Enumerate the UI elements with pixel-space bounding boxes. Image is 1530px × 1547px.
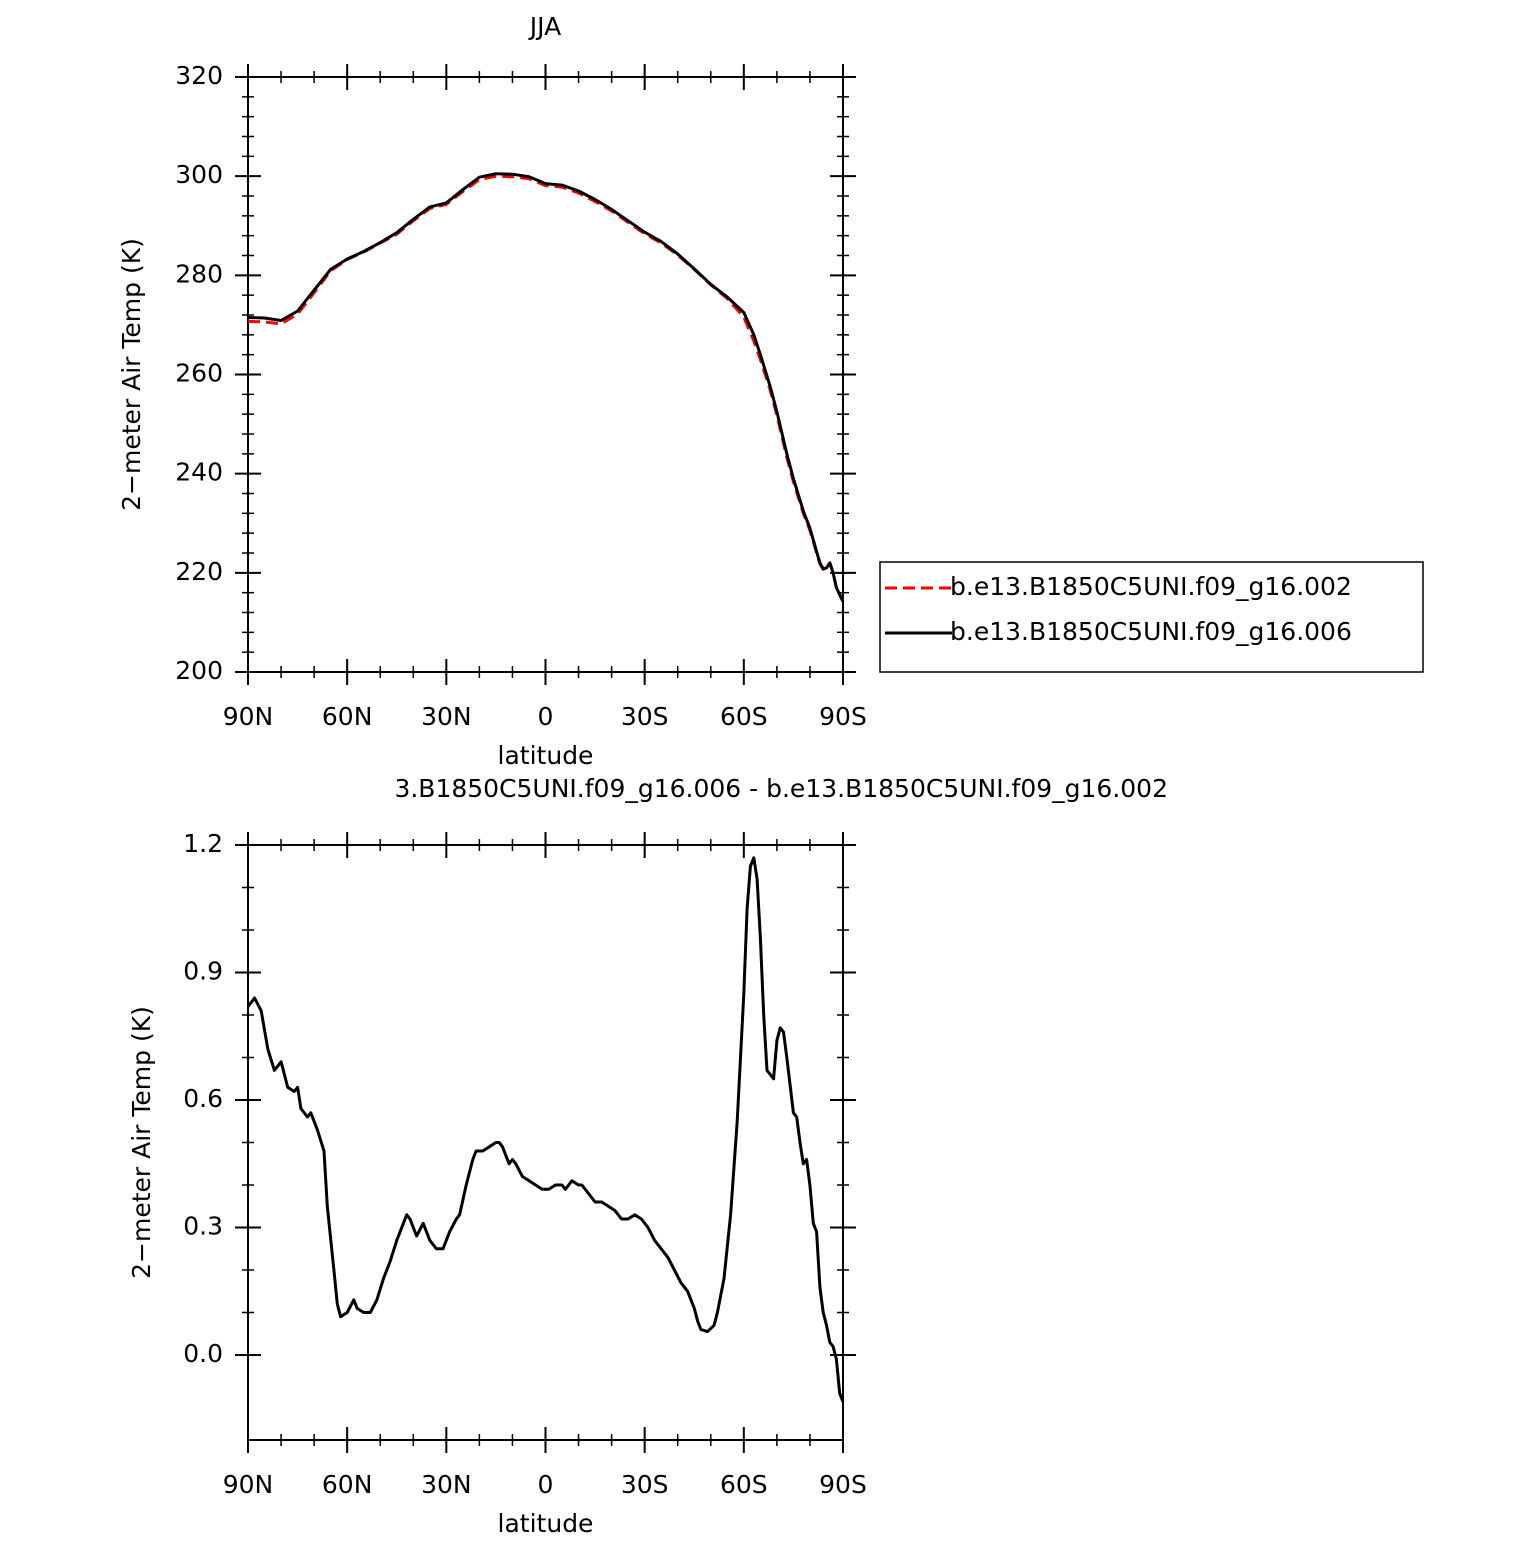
y-tick-label: 240 bbox=[175, 458, 223, 487]
y-tick-label: 200 bbox=[175, 656, 223, 685]
y-tick-label: 300 bbox=[175, 160, 223, 189]
y-tick-label: 320 bbox=[175, 61, 223, 90]
data-line bbox=[247, 174, 845, 602]
y-tick-label: 0.9 bbox=[183, 957, 223, 986]
y-axis-label: 2−meter Air Temp (K) bbox=[127, 1006, 156, 1279]
x-axis-label: latitude bbox=[498, 1509, 594, 1538]
x-tick-label: 30N bbox=[421, 1470, 472, 1499]
x-tick-label: 0 bbox=[538, 702, 554, 731]
plot-frame bbox=[247, 76, 844, 673]
x-tick-label: 60S bbox=[720, 1470, 768, 1499]
y-tick-label: 220 bbox=[175, 557, 223, 586]
legend-label: b.e13.B1850C5UNI.f09_g16.002 bbox=[950, 572, 1352, 601]
legend-label: b.e13.B1850C5UNI.f09_g16.006 bbox=[950, 617, 1352, 646]
x-tick-label: 60N bbox=[322, 702, 373, 731]
x-tick-label: 30S bbox=[621, 1470, 669, 1499]
data-line bbox=[247, 172, 845, 603]
x-tick-label: 90S bbox=[819, 702, 867, 731]
y-tick-label: 0.0 bbox=[183, 1339, 223, 1368]
y-tick-label: 0.3 bbox=[183, 1212, 223, 1241]
y-tick-label: 260 bbox=[175, 359, 223, 388]
x-tick-label: 60S bbox=[720, 702, 768, 731]
y-tick-label: 280 bbox=[175, 259, 223, 288]
y-axis-label: 2−meter Air Temp (K) bbox=[117, 238, 146, 511]
x-tick-label: 0 bbox=[538, 1470, 554, 1499]
legend-box bbox=[879, 561, 1424, 673]
y-tick-label: 1.2 bbox=[183, 829, 223, 858]
x-tick-label: 90S bbox=[819, 1470, 867, 1499]
chart-title: JJA bbox=[528, 12, 561, 41]
x-tick-label: 30S bbox=[621, 702, 669, 731]
x-tick-label: 30N bbox=[421, 702, 472, 731]
x-tick-label: 60N bbox=[322, 1470, 373, 1499]
chart-title: 3.B1850C5UNI.f09_g16.006 - b.e13.B1850C5… bbox=[394, 774, 1168, 803]
plot-frame bbox=[247, 844, 844, 1441]
y-tick-label: 0.6 bbox=[183, 1084, 223, 1113]
x-tick-label: 90N bbox=[223, 1470, 274, 1499]
x-axis-label: latitude bbox=[498, 741, 594, 770]
x-tick-label: 90N bbox=[223, 702, 274, 731]
data-line bbox=[246, 856, 845, 1403]
